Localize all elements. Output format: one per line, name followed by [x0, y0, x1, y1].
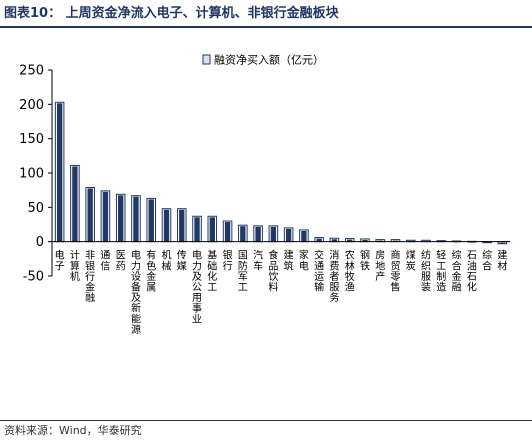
bar-fill [377, 240, 383, 242]
legend-label: 融资净买入额（亿元） [214, 53, 324, 67]
bar-fill [133, 196, 139, 242]
bar-fill [301, 230, 307, 242]
bar-fill [331, 239, 338, 242]
title-rule [0, 26, 532, 28]
y-tick-label: 200 [19, 98, 44, 113]
x-tick-label: 银行 [223, 249, 233, 273]
legend-swatch [202, 54, 211, 65]
x-tick-label: 交通运输 [314, 249, 324, 294]
bar-fill [224, 222, 231, 242]
x-tick-label: 农林牧渔 [345, 249, 355, 294]
bar-fill [499, 242, 506, 244]
x-tick-label: 电力设备及新能源 [131, 249, 141, 336]
x-tick-label: 电力及公用事业 [192, 249, 202, 326]
x-axis-labels: 电子计算机非银行金融通信医药电力设备及新能源有色金属机械传媒电力及公用事业基础化… [55, 249, 508, 336]
x-tick-label: 计算机 [70, 249, 80, 283]
bar-chart: 融资净买入额（亿元） -50 0 50 100 150 200 250 电子计算机非银行金融… [19, 53, 510, 336]
x-tick-label: 家电 [299, 249, 309, 273]
x-tick-label: 机械 [162, 249, 172, 273]
x-tick-label: 综合 [482, 249, 492, 273]
x-tick-label: 国防军工 [238, 250, 248, 294]
x-tick-label: 通信 [100, 250, 110, 273]
source-rule [0, 420, 532, 421]
x-tick-label: 商贸零售 [391, 249, 401, 294]
bars [52, 101, 510, 245]
bar-fill [392, 240, 399, 242]
x-tick-label: 电子 [55, 249, 65, 273]
x-tick-label: 建材 [497, 249, 507, 273]
x-tick-label: 非银行金融 [85, 250, 95, 304]
bar-fill [347, 239, 353, 242]
x-tick-label: 钢铁 [360, 249, 370, 273]
y-axis: -50 0 50 100 150 200 250 [19, 64, 53, 285]
bar-fill [270, 226, 277, 242]
y-tick-label: -50 [23, 270, 44, 285]
source-note: 资料来源：Wind，华泰研究 [4, 424, 142, 437]
bar-fill [362, 239, 368, 242]
x-tick-label: 消费者服务 [329, 249, 339, 304]
bar-fill [148, 199, 154, 242]
bar-fill [56, 103, 63, 242]
bar-fill [179, 209, 185, 242]
x-tick-label: 轻工制造 [436, 249, 446, 294]
bar-fill [87, 188, 93, 242]
y-tick-label: 100 [19, 167, 44, 182]
x-tick-label: 纺织服装 [421, 249, 431, 294]
legend: 融资净买入额（亿元） [202, 53, 324, 67]
x-tick-label: 石油石化 [467, 251, 477, 294]
y-tick-label: 150 [19, 132, 44, 147]
figure-title: 图表10： 上周资金净流入电子、计算机、非银行金融板块 [4, 6, 339, 21]
x-tick-label: 煤炭 [406, 249, 416, 273]
bar-fill [163, 209, 170, 242]
y-tick-label: 50 [27, 201, 44, 216]
x-tick-label: 传媒 [177, 250, 187, 273]
x-tick-label: 房地产 [375, 249, 385, 283]
bar-fill [118, 195, 124, 242]
x-tick-label: 基础化工 [207, 249, 217, 294]
x-tick-label: 综合金融 [452, 249, 462, 294]
y-tick-label: 250 [19, 64, 44, 79]
x-tick-label: 有色金属 [146, 249, 156, 294]
x-tick-label: 建筑 [284, 249, 294, 273]
bar-fill [255, 226, 261, 242]
bar-fill [102, 191, 109, 242]
y-tick-label: 0 [36, 235, 44, 250]
bar-fill [72, 166, 78, 242]
x-tick-label: 医药 [116, 250, 126, 273]
bar-fill [209, 217, 215, 242]
bar-fill [316, 238, 322, 242]
x-tick-label: 食品饮料 [268, 249, 278, 294]
bar-fill [194, 217, 200, 242]
bar-fill [240, 226, 246, 242]
bar-fill [285, 228, 292, 242]
x-tick-label: 汽车 [253, 249, 263, 273]
